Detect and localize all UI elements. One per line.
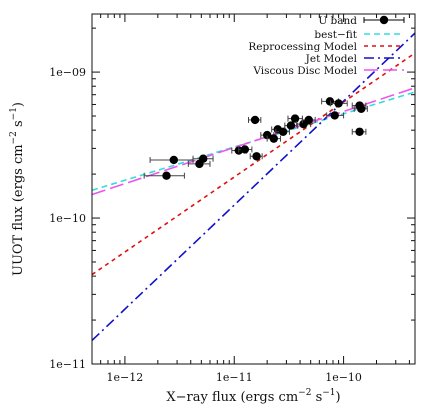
data-point xyxy=(198,154,208,163)
y-tick-labels: 1e−11 1e−10 1e−09 xyxy=(49,66,86,371)
data-point xyxy=(262,130,272,140)
y-axis-label-exp1: −2 xyxy=(9,131,19,144)
data-points xyxy=(143,97,368,180)
data-point xyxy=(330,111,339,120)
y-axis-label-text: UUOT flux (ergs cm xyxy=(11,144,26,276)
x-tick-label: 1e−12 xyxy=(107,371,144,384)
y-tick-label: 1e−10 xyxy=(49,212,86,225)
legend-entry-reprocessing-model: Reprocessing Model xyxy=(248,41,404,53)
data-point xyxy=(240,145,250,154)
x-axis-label-unit: s xyxy=(311,390,322,405)
legend-label-viscous-disc-model: Viscous Disc Model xyxy=(252,65,357,77)
x-axis-label-exp2: −1 xyxy=(322,388,335,398)
data-point xyxy=(286,121,296,130)
legend-entry-viscous-disc-model: Viscous Disc Model xyxy=(252,65,404,77)
legend-entry-jet-model: Jet Model xyxy=(305,53,404,65)
x-tick-label: 1e−11 xyxy=(216,371,253,384)
data-point xyxy=(252,152,261,161)
data-point xyxy=(334,99,343,108)
data-point xyxy=(162,171,171,180)
legend-label-u-band: U band xyxy=(318,15,357,27)
x-tick-label: 1e−10 xyxy=(325,371,362,384)
x-axis-label-close: ) xyxy=(336,390,341,405)
legend-label-jet-model: Jet Model xyxy=(305,53,358,65)
legend-label-reprocessing-model: Reprocessing Model xyxy=(248,41,357,53)
line-best-fit xyxy=(91,91,416,192)
data-point xyxy=(357,104,366,114)
line-reprocessing-model xyxy=(91,52,416,276)
x-axis-label-exp1: −2 xyxy=(298,388,311,398)
data-point xyxy=(304,115,313,125)
y-tick-label: 1e−09 xyxy=(49,66,86,79)
line-viscous-disc-model xyxy=(91,87,416,196)
y-axis-label-close: ) xyxy=(11,102,26,107)
data-point xyxy=(290,114,300,123)
model-lines xyxy=(91,32,416,342)
legend-swatch-u-band-marker xyxy=(379,15,389,25)
data-point xyxy=(355,127,364,136)
plot-frame xyxy=(91,13,416,365)
data-point xyxy=(325,97,335,106)
legend-label-best-fit: best−fit xyxy=(314,29,357,41)
y-axis-label: UUOT flux (ergs cm−2 s−1) xyxy=(9,102,26,276)
x-tick-labels: 1e−12 1e−11 1e−10 xyxy=(107,371,362,384)
data-point xyxy=(269,134,278,143)
legend-entry-u-band: U band xyxy=(318,15,405,27)
line-jet-model xyxy=(91,32,416,342)
data-point xyxy=(250,115,260,125)
x-axis-label: X−ray flux (ergs cm−2 s−1) xyxy=(166,388,340,405)
y-axis-label-unit: s xyxy=(11,120,26,131)
x-axis-label-text: X−ray flux (ergs cm xyxy=(166,390,298,405)
y-axis-label-exp2: −1 xyxy=(9,107,19,120)
legend-entry-best-fit: best−fit xyxy=(314,29,404,41)
legend: U band best−fit Reprocessing Model Jet M… xyxy=(248,15,405,77)
data-point xyxy=(169,155,179,165)
y-tick-label: 1e−11 xyxy=(49,358,86,371)
tick-marks xyxy=(91,14,415,365)
data-point xyxy=(278,127,288,136)
